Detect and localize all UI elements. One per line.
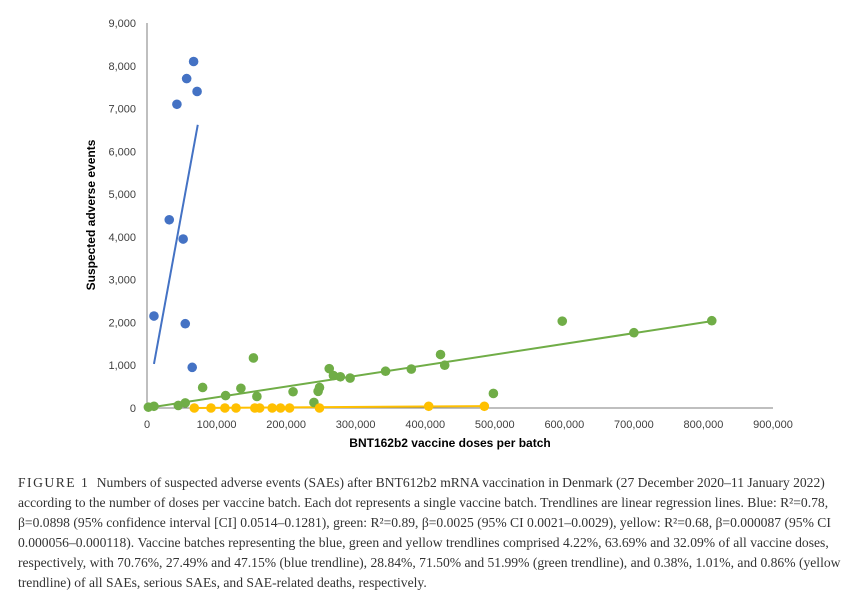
data-point-series-1 bbox=[629, 327, 639, 338]
data-point-series-1 bbox=[435, 349, 446, 360]
data-point-series-1 bbox=[380, 366, 391, 377]
data-point-series-0 bbox=[181, 73, 192, 84]
trendlines bbox=[146, 124, 712, 409]
data-point-series-1 bbox=[406, 364, 417, 374]
x-axis-title: BNT162b2 vaccine doses per batch bbox=[349, 436, 550, 450]
data-point-series-1 bbox=[197, 382, 208, 393]
y-tick-label: 1,000 bbox=[108, 360, 136, 372]
data-point-series-1 bbox=[252, 391, 262, 402]
data-point-series-0 bbox=[178, 234, 188, 244]
data-point-series-1 bbox=[149, 401, 159, 412]
y-tick-label: 7,000 bbox=[108, 104, 136, 116]
axes bbox=[146, 23, 773, 409]
figure-label: FIGURE 1 bbox=[18, 475, 90, 490]
data-point-series-1 bbox=[488, 388, 499, 399]
y-tick-label: 9,000 bbox=[108, 18, 136, 30]
data-points bbox=[143, 56, 717, 413]
data-point-series-1 bbox=[314, 382, 325, 393]
data-point-series-1 bbox=[288, 386, 298, 397]
data-point-series-1 bbox=[335, 371, 346, 382]
tick-labels: 0 100,000 200,000 300,000 400,000 500,000 600,… bbox=[108, 18, 792, 431]
data-point-series-1 bbox=[706, 315, 717, 326]
data-point-series-1 bbox=[345, 373, 355, 383]
data-point-series-1 bbox=[180, 398, 191, 408]
data-point-series-2 bbox=[267, 403, 278, 413]
x-tick-label: 400,000 bbox=[405, 419, 445, 431]
data-point-series-2 bbox=[231, 403, 241, 413]
data-point-series-0 bbox=[180, 318, 191, 329]
y-tick-label: 5,000 bbox=[108, 189, 136, 201]
data-point-series-0 bbox=[172, 99, 182, 110]
y-tick-label: 8,000 bbox=[108, 61, 136, 73]
figure-caption: FIGURE 1 Numbers of suspected adverse ev… bbox=[18, 473, 846, 593]
x-tick-label: 800,000 bbox=[684, 419, 724, 431]
data-point-series-2 bbox=[254, 403, 265, 413]
caption-text: Numbers of suspected adverse events (SAE… bbox=[18, 475, 841, 590]
x-tick-label: 700,000 bbox=[614, 419, 654, 431]
data-point-series-2 bbox=[314, 403, 325, 413]
data-point-series-2 bbox=[206, 403, 216, 413]
x-tick-label: 0 bbox=[144, 419, 150, 431]
data-point-series-1 bbox=[439, 360, 450, 371]
y-tick-label: 4,000 bbox=[108, 232, 136, 244]
scatter-chart: 0 100,000 200,000 300,000 400,000 500,000 600,… bbox=[84, 18, 793, 450]
data-point-series-0 bbox=[192, 86, 202, 97]
y-tick-label: 3,000 bbox=[108, 275, 136, 287]
data-point-series-2 bbox=[275, 403, 286, 413]
x-tick-label: 500,000 bbox=[475, 419, 515, 431]
y-tick-label: 0 bbox=[130, 403, 136, 415]
trendline-0 bbox=[152, 124, 199, 365]
trendline-2 bbox=[194, 405, 485, 409]
data-point-series-0 bbox=[164, 214, 175, 225]
data-point-series-1 bbox=[220, 390, 231, 401]
y-tick-label: 2,000 bbox=[108, 317, 136, 329]
data-point-series-2 bbox=[189, 403, 200, 413]
data-point-series-2 bbox=[479, 401, 490, 412]
data-point-series-0 bbox=[188, 56, 199, 67]
x-tick-label: 600,000 bbox=[544, 419, 584, 431]
data-point-series-0 bbox=[149, 311, 159, 321]
data-point-series-2 bbox=[284, 403, 295, 413]
data-point-series-1 bbox=[557, 316, 568, 326]
trendline-1 bbox=[146, 320, 712, 409]
x-tick-label: 900,000 bbox=[753, 419, 793, 431]
data-point-series-1 bbox=[248, 353, 259, 363]
data-point-series-0 bbox=[187, 362, 198, 373]
x-tick-label: 100,000 bbox=[197, 419, 237, 431]
y-tick-label: 6,000 bbox=[108, 146, 136, 158]
data-point-series-2 bbox=[423, 401, 434, 412]
data-point-series-2 bbox=[220, 403, 230, 413]
y-axis-title: Suspected adverse events bbox=[84, 139, 98, 290]
data-point-series-1 bbox=[236, 383, 246, 394]
x-tick-label: 200,000 bbox=[266, 419, 306, 431]
x-tick-label: 300,000 bbox=[336, 419, 376, 431]
